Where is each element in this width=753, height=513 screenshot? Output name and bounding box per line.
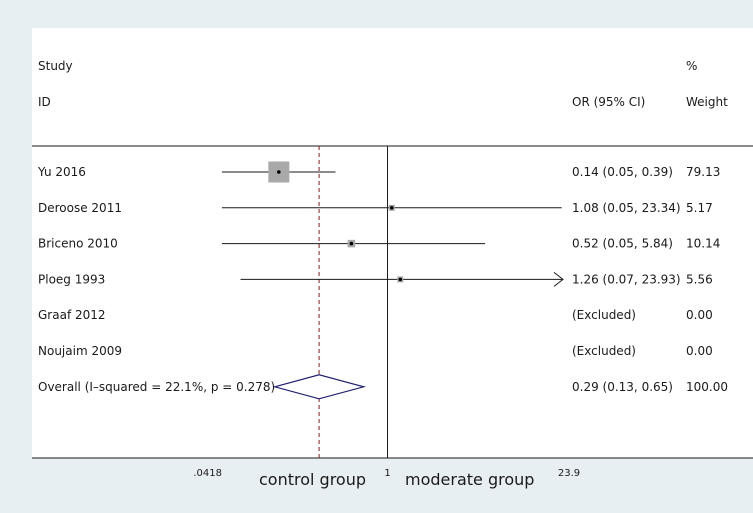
- header-effect: OR (95% CI): [572, 95, 645, 109]
- study-ci-text: 0.14 (0.05, 0.39): [572, 165, 673, 179]
- point-estimate: [389, 206, 394, 210]
- header-id: ID: [38, 95, 51, 109]
- study-weight-text: 10.14: [686, 237, 720, 251]
- study-label: Noujaim 2009: [38, 344, 122, 358]
- x-tick-label-one: 1: [384, 468, 390, 479]
- study-label: Briceno 2010: [38, 237, 118, 251]
- plot-panel: [32, 28, 753, 458]
- study-weight-text: 0.00: [686, 344, 713, 358]
- point-estimate: [398, 277, 403, 282]
- study-weight-text: 79.13: [686, 165, 720, 179]
- study-weight-text: 5.56: [686, 272, 713, 286]
- study-weight-text: 0.00: [686, 308, 713, 322]
- x-tick-label-low: .0418: [193, 468, 222, 479]
- point-estimate: [349, 241, 354, 246]
- study-ci-text: 1.26 (0.07, 23.93): [572, 272, 681, 286]
- header-study: Study: [38, 59, 73, 73]
- overall-ci-text: 0.29 (0.13, 0.65): [572, 380, 673, 394]
- study-ci-text: (Excluded): [572, 308, 636, 322]
- x-group-label-right: moderate group: [405, 470, 534, 489]
- study-label: Graaf 2012: [38, 308, 106, 322]
- study-ci-text: 1.08 (0.05, 23.34): [572, 201, 681, 215]
- study-label: Ploeg 1993: [38, 272, 105, 286]
- point-estimate: [277, 170, 281, 174]
- study-marks: Yu 2016 0.14 (0.05, 0.39) 79.13 Deroose 201…: [37, 161, 728, 400]
- x-tick-label-high: 23.9: [558, 468, 580, 479]
- overall-diamond: [272, 374, 367, 400]
- x-group-label-left: control group: [259, 470, 366, 489]
- overall-label: Overall (I–squared = 22.1%, p = 0.278): [38, 380, 275, 394]
- study-weight-text: 5.17: [686, 201, 713, 215]
- overall-weight-text: 100.00: [686, 380, 728, 394]
- header-percent: %: [686, 59, 697, 73]
- ci-arrow: [553, 272, 564, 287]
- study-label: Yu 2016: [37, 165, 86, 179]
- study-ci-text: (Excluded): [572, 344, 636, 358]
- study-label: Deroose 2011: [38, 201, 122, 215]
- study-ci-text: 0.52 (0.05, 5.84): [572, 237, 673, 251]
- header-weight: Weight: [686, 95, 728, 109]
